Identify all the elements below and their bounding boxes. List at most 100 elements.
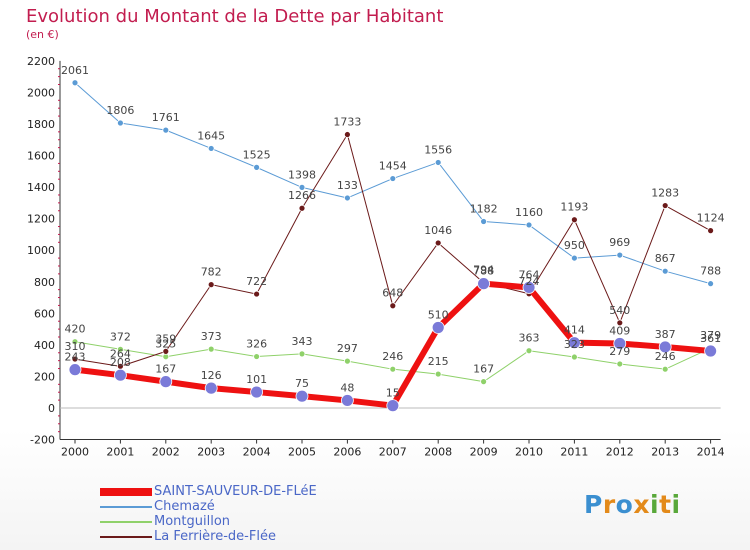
data-label: 648 [382,287,403,300]
data-label: 409 [609,324,630,337]
data-label: 208 [110,356,131,369]
data-label: 540 [609,304,630,317]
x-tick-label: 2013 [651,446,679,459]
data-point [389,365,397,373]
data-label: 387 [655,328,676,341]
data-label: 310 [65,340,86,353]
data-label: 343 [292,335,313,348]
data-label: 782 [201,266,222,279]
data-point [707,227,714,235]
x-tick-label: 2004 [243,446,271,459]
data-point [571,254,578,262]
data-point [114,368,127,382]
legend-label: Chemazé [154,499,215,514]
data-label: 950 [564,239,585,252]
legend-label: SAINT-SAUVEUR-DE-FLéE [154,484,317,499]
data-label: 325 [155,338,176,351]
data-point [117,119,124,127]
data-point [704,344,717,358]
legend-label: Montguillon [154,514,231,529]
data-label: 722 [246,275,267,288]
data-label: 246 [655,350,676,363]
x-tick-label: 2011 [560,446,588,459]
data-label: 788 [473,265,494,278]
data-label: 1266 [288,189,316,202]
data-label: 361 [700,332,721,345]
data-point [389,175,397,182]
data-point [68,363,82,377]
data-label: 867 [655,252,676,265]
data-label: 724 [519,275,540,288]
data-label: 126 [201,369,222,382]
x-tick-label: 2002 [152,446,180,459]
y-tick-label: 2000 [27,86,55,99]
data-point [71,338,79,346]
data-label: 1160 [515,206,543,219]
data-label: 15 [386,387,400,400]
data-point [522,281,536,294]
data-point [480,218,488,225]
x-tick-label: 2007 [379,446,407,459]
data-label: 363 [519,332,540,345]
data-point [250,385,264,399]
data-point [162,347,170,355]
data-point [298,350,306,358]
y-tick-label: -200 [30,434,55,447]
data-label: 75 [295,377,309,390]
data-point [431,321,445,334]
data-point [571,216,578,224]
data-label: 414 [564,324,585,337]
x-tick-label: 2000 [61,446,89,459]
data-label: 167 [155,363,176,376]
data-point [616,360,624,368]
proxiti-logo[interactable]: Proxiti [584,490,681,519]
data-point [571,353,578,361]
data-label: 969 [609,236,630,249]
data-label: 764 [519,268,540,281]
data-label: 1556 [424,143,452,156]
data-point [117,345,124,353]
x-tick-label: 2010 [515,446,543,459]
data-point [616,251,624,259]
data-label: 167 [473,363,494,376]
data-label: 101 [246,373,267,386]
data-label: 510 [428,309,449,322]
data-point [434,370,442,378]
data-point [477,277,491,291]
data-point [343,131,351,138]
legend-swatch [100,487,152,496]
data-label: 1761 [152,111,180,124]
data-label: 133 [337,179,358,192]
data-label: 794 [473,264,494,277]
data-label: 1645 [197,129,225,142]
y-tick-label: 800 [34,276,55,289]
data-point [525,221,533,229]
data-point [613,337,627,350]
y-tick-label: 1000 [27,244,55,257]
data-label: 243 [65,351,86,364]
data-point [568,336,581,350]
y-tick-label: 1400 [27,181,55,194]
y-tick-label: 1800 [27,118,55,131]
data-point [253,290,261,298]
data-point [707,280,714,288]
data-label: 1733 [333,116,361,129]
data-point [434,159,442,166]
data-label: 788 [700,265,721,278]
data-point [661,365,669,373]
data-label: 48 [340,381,354,394]
data-label: 215 [428,355,449,368]
y-tick-label: 2200 [27,55,55,68]
unit-label: (en €) [26,28,59,41]
x-tick-label: 2003 [197,446,225,459]
data-point [434,239,442,247]
y-tick-label: 600 [34,307,55,320]
data-label: 279 [609,345,630,358]
x-tick-label: 2012 [606,446,634,459]
data-label: 246 [382,350,403,363]
data-label: 326 [246,338,267,351]
x-tick-label: 2005 [288,446,316,459]
data-point [204,381,218,395]
